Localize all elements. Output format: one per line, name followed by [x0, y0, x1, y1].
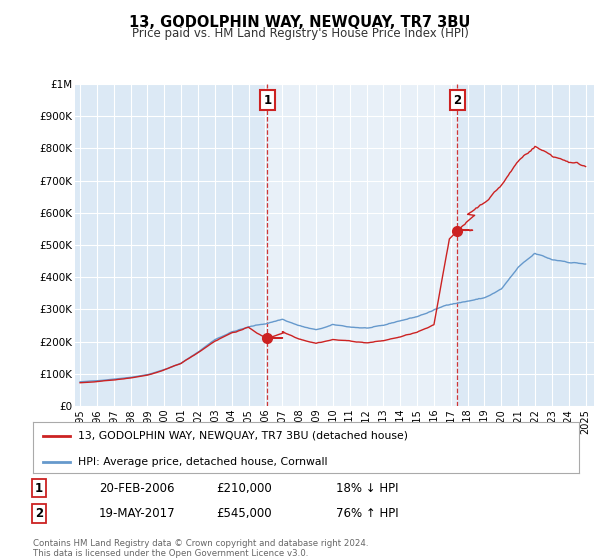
Text: £545,000: £545,000 [216, 507, 272, 520]
Text: 18% ↓ HPI: 18% ↓ HPI [336, 482, 398, 495]
Text: 2: 2 [453, 94, 461, 106]
Text: £210,000: £210,000 [216, 482, 272, 495]
Text: 1: 1 [263, 94, 271, 106]
Text: Contains HM Land Registry data © Crown copyright and database right 2024.
This d: Contains HM Land Registry data © Crown c… [33, 539, 368, 558]
Bar [268, 84, 457, 406]
Text: 76% ↑ HPI: 76% ↑ HPI [336, 507, 398, 520]
Text: 2: 2 [35, 507, 43, 520]
Text: 19-MAY-2017: 19-MAY-2017 [99, 507, 176, 520]
Text: 13, GODOLPHIN WAY, NEWQUAY, TR7 3BU: 13, GODOLPHIN WAY, NEWQUAY, TR7 3BU [130, 15, 470, 30]
Text: 20-FEB-2006: 20-FEB-2006 [99, 482, 175, 495]
Text: Price paid vs. HM Land Registry's House Price Index (HPI): Price paid vs. HM Land Registry's House … [131, 27, 469, 40]
Text: 13, GODOLPHIN WAY, NEWQUAY, TR7 3BU (detached house): 13, GODOLPHIN WAY, NEWQUAY, TR7 3BU (det… [78, 431, 408, 441]
Text: HPI: Average price, detached house, Cornwall: HPI: Average price, detached house, Corn… [78, 457, 327, 467]
Text: 1: 1 [35, 482, 43, 495]
